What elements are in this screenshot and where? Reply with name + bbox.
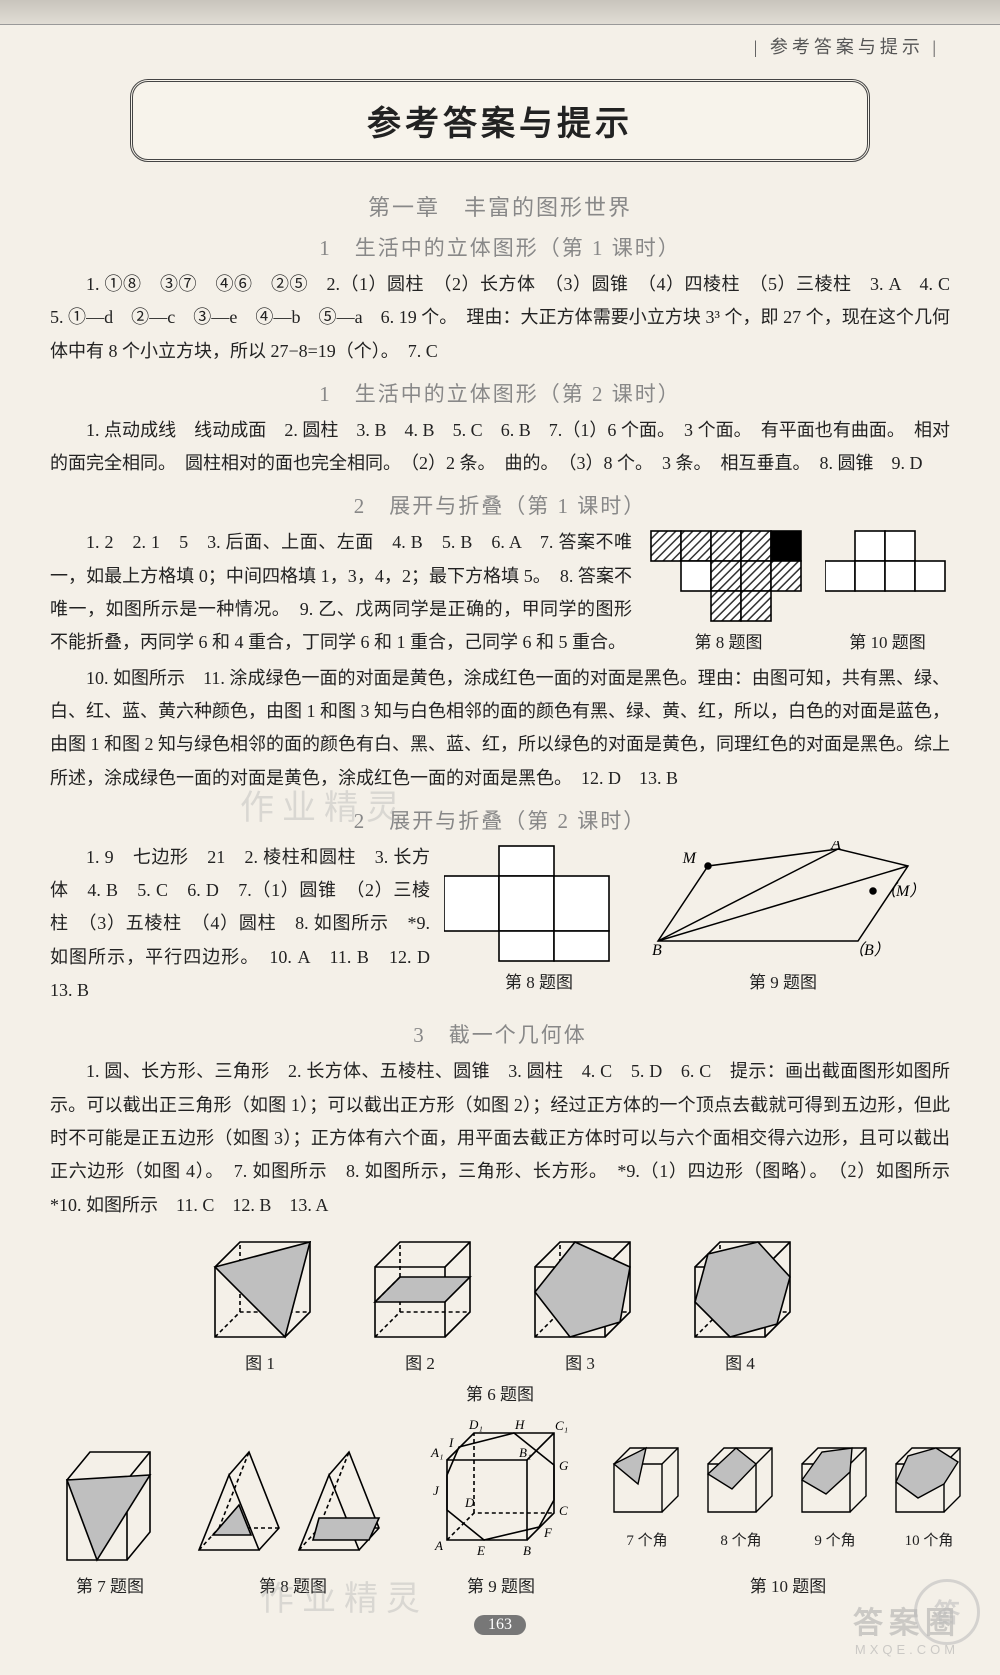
svg-text:B: B — [652, 942, 662, 959]
fig4-caption: 图 4 — [725, 1349, 755, 1374]
figure-2b-8: 第 8 题图 — [444, 841, 634, 993]
figure-6-group-caption: 第 6 题图 — [50, 1380, 950, 1405]
watermark-small: MXQE.COM — [832, 1642, 982, 1657]
cube-7corner-icon — [604, 1434, 690, 1529]
corners-10-label: 10 个角 — [905, 1529, 954, 1550]
chapter-heading: 第一章 丰富的图形世界 — [50, 190, 950, 222]
figure-2a-10-caption: 第 10 题图 — [849, 628, 926, 653]
figure-2a-8: 第 8 题图 — [646, 526, 811, 653]
cube-net-hatched-icon — [646, 526, 811, 626]
page: | 参考答案与提示 | 参考答案与提示 第一章 丰富的图形世界 1 生活中的立体… — [0, 0, 1000, 1675]
page-title: 参考答案与提示 — [133, 96, 867, 145]
section-head-2b: 2 展开与折叠（第 2 课时） — [50, 805, 950, 835]
cube-square-section-icon — [360, 1232, 480, 1347]
running-header: | 参考答案与提示 | — [50, 25, 950, 79]
figure-2a-8-caption: 第 8 题图 — [695, 628, 763, 653]
fig2-caption: 图 2 — [405, 1349, 435, 1374]
title-frame: 参考答案与提示 — [130, 79, 870, 162]
svg-text:C₁: C₁ — [555, 1418, 568, 1433]
svg-text:D: D — [464, 1495, 475, 1510]
svg-text:（B）: （B） — [848, 941, 890, 959]
svg-text:G: G — [559, 1458, 569, 1473]
svg-text:I: I — [448, 1435, 454, 1450]
section-head-3: 3 截一个几何体 — [50, 1019, 950, 1049]
answers-3: 1. 圆、长方形、三角形 2. 长方体、五棱柱、圆锥 3. 圆柱 4. C 5.… — [50, 1055, 950, 1221]
fig7-caption: 第 7 题图 — [76, 1572, 144, 1597]
figure-row-6: 图 1 图 2 — [50, 1232, 950, 1374]
corners-9-label: 9 个角 — [814, 1529, 855, 1550]
answers-1b: 1. 点动成线 线动成面 2. 圆柱 3. B 4. B 5. C 6. B 7… — [50, 414, 950, 481]
cube-net-icon — [825, 526, 950, 626]
answers-2a-p2: 10. 如图所示 11. 涂成绿色一面的对面是黄色，涂成红色一面的对面是黑色。理… — [50, 662, 950, 795]
figure-row-7-10: 第 7 题图 — [50, 1415, 950, 1597]
prism-triangle-section-icon — [55, 1440, 165, 1570]
fig1-caption: 图 1 — [245, 1349, 275, 1374]
section-head-2a: 2 展开与折叠（第 1 课时） — [50, 490, 950, 520]
cube-pentagon-section-icon — [520, 1232, 640, 1347]
cube-9corner-icon — [792, 1434, 878, 1529]
cube-10corner-icon — [886, 1434, 972, 1529]
section-head-1a: 1 生活中的立体图形（第 1 课时） — [50, 232, 950, 262]
answers-1a: 1. ①⑧ ③⑦ ④⑥ ②⑤ 2.（1）圆柱 （2）长方体 （3）圆锥 （4）四… — [50, 268, 950, 368]
row-2b: 1. 9 七边形 21 2. 棱柱和圆柱 3. 长方体 4. B 5. C 6.… — [50, 841, 950, 1009]
svg-text:J: J — [433, 1483, 440, 1498]
corners-8-label: 8 个角 — [720, 1529, 761, 1550]
cube-triangle-section-icon — [200, 1232, 320, 1347]
fig9-caption: 第 9 题图 — [467, 1572, 535, 1597]
svg-text:（M）: （M） — [880, 882, 918, 900]
svg-text:B: B — [523, 1543, 531, 1558]
corners-7-label: 7 个角 — [626, 1529, 667, 1550]
answers-2a-p1: 1. 2 2. 1 5 3. 后面、上面、左面 4. B 5. B 6. A 7… — [50, 526, 632, 659]
figure-2a-10: 第 10 题图 — [825, 526, 950, 653]
figure-2b-9-caption: 第 9 题图 — [749, 968, 817, 993]
svg-text:A: A — [830, 841, 841, 853]
rect-net-icon — [444, 841, 634, 966]
figure-2b-9: A （A） M （M） B （B） 第 9 题图 — [648, 841, 918, 993]
svg-text:M: M — [682, 850, 698, 867]
svg-text:A: A — [434, 1538, 443, 1553]
labeled-cube-cut-icon: D₁ H C₁ A₁ I B₁ G J D C A E B F — [419, 1415, 584, 1570]
page-number-value: 163 — [474, 1615, 526, 1635]
svg-text:D₁: D₁ — [468, 1417, 483, 1432]
fig10-caption: 第 10 题图 — [750, 1572, 827, 1597]
svg-text:H: H — [514, 1417, 525, 1432]
stamp-icon: 答 — [914, 1579, 980, 1645]
cube-hexagon-section-icon — [680, 1232, 800, 1347]
figure-2b-8-caption: 第 8 题图 — [505, 968, 573, 993]
svg-text:C: C — [559, 1503, 568, 1518]
svg-text:（A）: （A） — [910, 849, 918, 867]
page-number: 163 — [50, 1615, 950, 1635]
svg-text:F: F — [543, 1525, 553, 1540]
triangular-prism-sections-icon — [191, 1440, 396, 1570]
section-head-1b: 1 生活中的立体图形（第 2 课时） — [50, 378, 950, 408]
svg-text:E: E — [476, 1543, 485, 1558]
svg-text:B₁: B₁ — [519, 1445, 531, 1460]
fig8-caption: 第 8 题图 — [259, 1572, 327, 1597]
answers-2b: 1. 9 七边形 21 2. 棱柱和圆柱 3. 长方体 4. B 5. C 6.… — [50, 841, 430, 1007]
fig3-caption: 图 3 — [565, 1349, 595, 1374]
cube-8corner-icon — [698, 1434, 784, 1529]
parallelogram-diagram-icon: A （A） M （M） B （B） — [648, 841, 918, 966]
row-2a: 1. 2 2. 1 5 3. 后面、上面、左面 4. B 5. B 6. A 7… — [50, 526, 950, 661]
svg-text:A₁: A₁ — [430, 1445, 443, 1460]
top-decorative-bar — [0, 0, 1000, 25]
